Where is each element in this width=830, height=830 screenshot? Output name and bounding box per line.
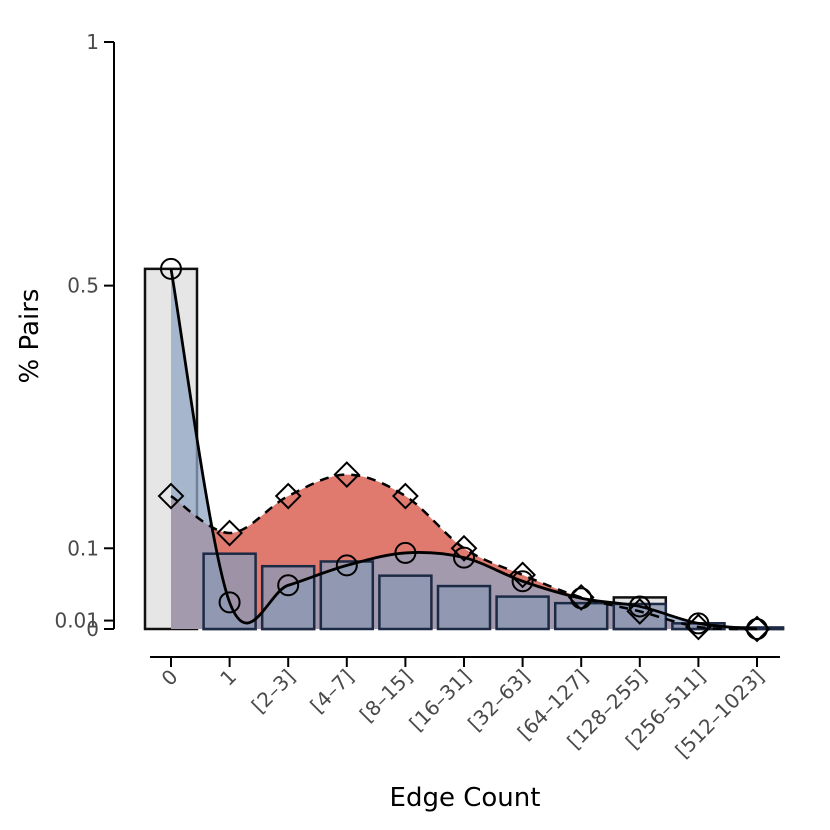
bar-filled-4 bbox=[378, 574, 433, 631]
diamond-marker-0 bbox=[157, 482, 185, 510]
y-axis-title: % Pairs bbox=[15, 289, 45, 384]
y-tick-label: 0.5 bbox=[67, 274, 99, 298]
circle-marker-5 bbox=[453, 546, 475, 569]
bar-filled-2 bbox=[260, 564, 316, 631]
x-tick-label: [16–31] bbox=[404, 665, 475, 736]
diamond-marker-1 bbox=[216, 519, 244, 547]
bar-filled-5 bbox=[436, 584, 492, 631]
diamond-marker-10 bbox=[743, 615, 771, 643]
x-axis-title: Edge Count bbox=[390, 783, 541, 813]
bars-foreground-layer bbox=[202, 552, 785, 631]
x-tick-label: 1 bbox=[215, 665, 241, 691]
areas-layer bbox=[171, 268, 757, 629]
y-tick-label: 0.1 bbox=[67, 536, 99, 560]
x-tick-label: [4–7] bbox=[305, 665, 358, 718]
circle-marker-4 bbox=[394, 541, 417, 564]
diamond-marker-4 bbox=[391, 482, 419, 510]
diamond-marker-5 bbox=[450, 534, 478, 562]
circle-marker-9 bbox=[687, 612, 710, 635]
markers-layer bbox=[157, 257, 771, 643]
bar-filled-6 bbox=[495, 595, 550, 631]
diamond-marker-8 bbox=[626, 597, 654, 625]
circle-marker-6 bbox=[511, 570, 534, 593]
circle-marker-3 bbox=[335, 554, 358, 577]
circle-marker-7 bbox=[570, 587, 593, 610]
diamond-marker-2 bbox=[274, 482, 302, 510]
diamond-marker-9 bbox=[684, 613, 712, 641]
bar-filled-3 bbox=[319, 560, 375, 631]
circle-marker-8 bbox=[628, 595, 651, 618]
circle-marker-1 bbox=[218, 591, 241, 614]
x-tick-label: 0 bbox=[157, 665, 183, 691]
y-ticks: 00.01 0.1 0.5 1 bbox=[54, 30, 114, 641]
diamond-marker-3 bbox=[333, 461, 361, 489]
circle-marker-2 bbox=[277, 574, 300, 597]
circle-marker-10 bbox=[746, 618, 768, 640]
x-ticks: 0 1 [2–3] [4–7][8–15][16–31][32–63][64–127]… bbox=[157, 657, 769, 763]
bar-filled-7 bbox=[553, 601, 609, 631]
y-tick-label: 0.01 bbox=[54, 609, 99, 633]
x-tick-label: [2–3] bbox=[247, 665, 300, 718]
circle-marker-0 bbox=[160, 257, 182, 280]
diamond-marker-6 bbox=[509, 561, 537, 589]
y-tick-label: 1 bbox=[86, 30, 99, 54]
y-tick-label: 0 bbox=[86, 617, 99, 641]
